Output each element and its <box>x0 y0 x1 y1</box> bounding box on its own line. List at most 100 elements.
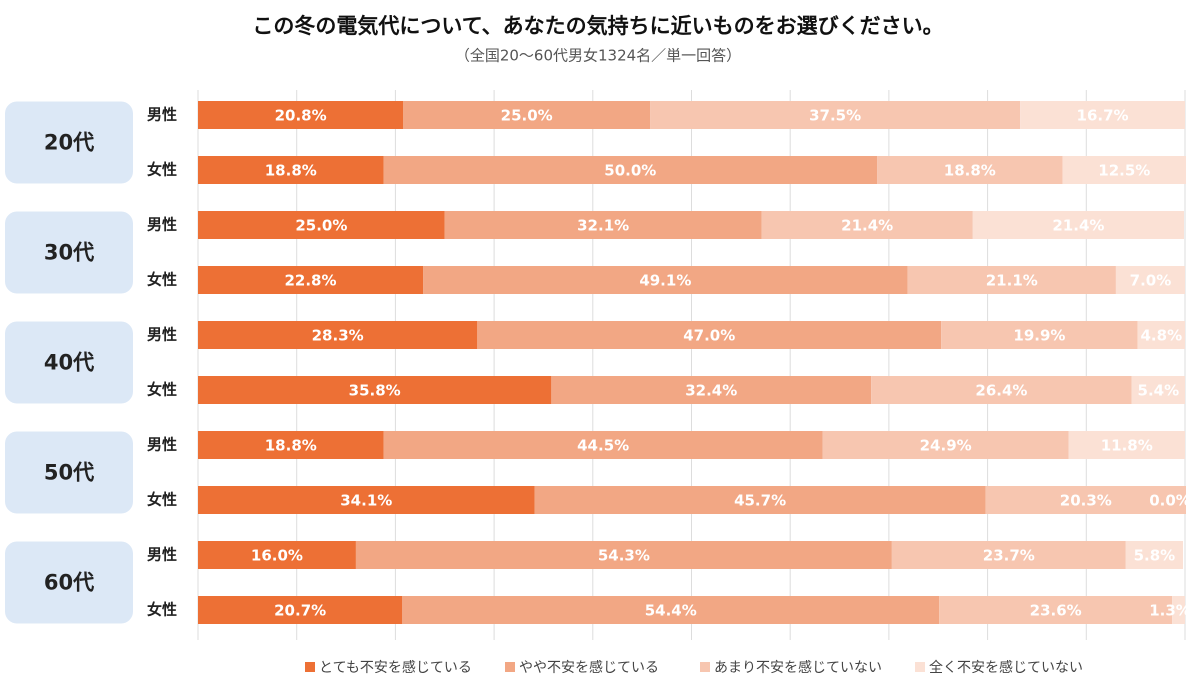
bar-segment <box>477 321 942 349</box>
legend-swatch <box>700 662 710 672</box>
group-label: 50代 <box>44 461 94 485</box>
value-label: 5.8% <box>1134 547 1176 565</box>
value-label: 21.1% <box>986 272 1038 290</box>
bar-segment <box>198 376 552 404</box>
bar-segment <box>1137 321 1185 349</box>
legend-swatch <box>305 662 315 672</box>
bar-segment <box>972 211 1185 239</box>
value-label: 20.8% <box>275 107 327 125</box>
value-label: 54.4% <box>645 602 697 620</box>
chart-subtitle: （全国20～60代男女1324名／単一回答） <box>455 47 741 65</box>
bar-segment <box>198 156 384 184</box>
legend-swatch <box>505 662 515 672</box>
bar-segment <box>198 541 356 569</box>
value-label: 7.0% <box>1130 272 1172 290</box>
legend-label: とても不安を感じている <box>319 659 472 676</box>
value-label: 45.7% <box>734 492 786 510</box>
group-box <box>5 541 133 624</box>
y-tick-label: 女性 <box>147 271 177 289</box>
value-label: 24.9% <box>920 437 972 455</box>
group-box <box>5 101 133 184</box>
value-label: 22.8% <box>284 272 336 290</box>
value-label: 16.0% <box>251 547 303 565</box>
bar-segment <box>1172 596 1185 624</box>
bar-segment <box>423 266 908 294</box>
bar-segment <box>871 376 1132 404</box>
value-label: 12.5% <box>1098 162 1150 180</box>
group-label: 40代 <box>44 351 94 375</box>
value-label: 25.0% <box>501 107 553 125</box>
value-label: 49.1% <box>639 272 691 290</box>
value-label: 54.3% <box>598 547 650 565</box>
bar-segment <box>822 431 1069 459</box>
value-label: 18.8% <box>265 437 317 455</box>
bar-segment <box>402 596 940 624</box>
bar-segment <box>1131 376 1185 404</box>
value-label: 26.4% <box>975 382 1027 400</box>
value-label: 50.0% <box>604 162 656 180</box>
value-label: 25.0% <box>295 217 347 235</box>
value-label: 21.4% <box>1052 217 1104 235</box>
y-tick-label: 男性 <box>147 106 177 124</box>
value-label: 18.8% <box>944 162 996 180</box>
bar-segment <box>1062 156 1186 184</box>
bar-segment <box>761 211 973 239</box>
bar-segment <box>939 596 1173 624</box>
value-label: 18.8% <box>265 162 317 180</box>
bar-segment <box>1125 541 1184 569</box>
bar-segment <box>891 541 1126 569</box>
value-label: 21.4% <box>841 217 893 235</box>
value-label: 5.4% <box>1138 382 1180 400</box>
group-box <box>5 431 133 514</box>
bar-segment <box>383 431 823 459</box>
legend-label: あまり不安を感じていない <box>714 659 882 676</box>
legend-label: 全く不安を感じていない <box>929 659 1083 676</box>
bar-segment <box>198 321 478 349</box>
legend-swatch <box>915 662 925 672</box>
y-tick-label: 女性 <box>147 161 177 179</box>
bar-segment <box>985 486 1186 514</box>
bar-segment <box>534 486 986 514</box>
y-tick-label: 女性 <box>147 601 177 619</box>
y-tick-label: 男性 <box>147 436 177 454</box>
bar-segment <box>941 321 1138 349</box>
bar-segment <box>444 211 762 239</box>
y-tick-label: 女性 <box>147 381 177 399</box>
bar-segment <box>198 596 403 624</box>
bar-segment <box>383 156 878 184</box>
y-tick-label: 男性 <box>147 546 177 564</box>
value-label: 34.1% <box>340 492 392 510</box>
value-label: 44.5% <box>577 437 629 455</box>
bar-segment <box>877 156 1063 184</box>
value-label: 35.8% <box>349 382 401 400</box>
value-label: 23.6% <box>1030 602 1082 620</box>
value-label: 20.7% <box>274 602 326 620</box>
legend-label: やや不安を感じている <box>519 659 659 676</box>
value-label: 32.4% <box>685 382 737 400</box>
value-label: 28.3% <box>312 327 364 345</box>
value-label: 19.9% <box>1013 327 1065 345</box>
bar-segment <box>650 101 1021 129</box>
bar-segment <box>355 541 892 569</box>
y-tick-label: 男性 <box>147 326 177 344</box>
bar-segment <box>1115 266 1185 294</box>
value-label: 32.1% <box>577 217 629 235</box>
value-label: 23.7% <box>983 547 1035 565</box>
group-label: 60代 <box>44 571 94 595</box>
bar-segment <box>198 486 535 514</box>
bar-segment <box>198 211 445 239</box>
value-label: 16.7% <box>1077 107 1129 125</box>
group-label: 30代 <box>44 241 94 265</box>
bar-segment <box>551 376 872 404</box>
group-label: 20代 <box>44 131 94 155</box>
bar-segment <box>1068 431 1185 459</box>
y-tick-label: 女性 <box>147 491 177 509</box>
value-label: 1.3% <box>1149 602 1191 620</box>
value-label: 4.8% <box>1141 327 1183 345</box>
bar-segment <box>1020 101 1185 129</box>
bar-segment <box>403 101 651 129</box>
value-label: 0.0% <box>1149 492 1191 510</box>
group-box <box>5 321 133 404</box>
value-label: 37.5% <box>809 107 861 125</box>
